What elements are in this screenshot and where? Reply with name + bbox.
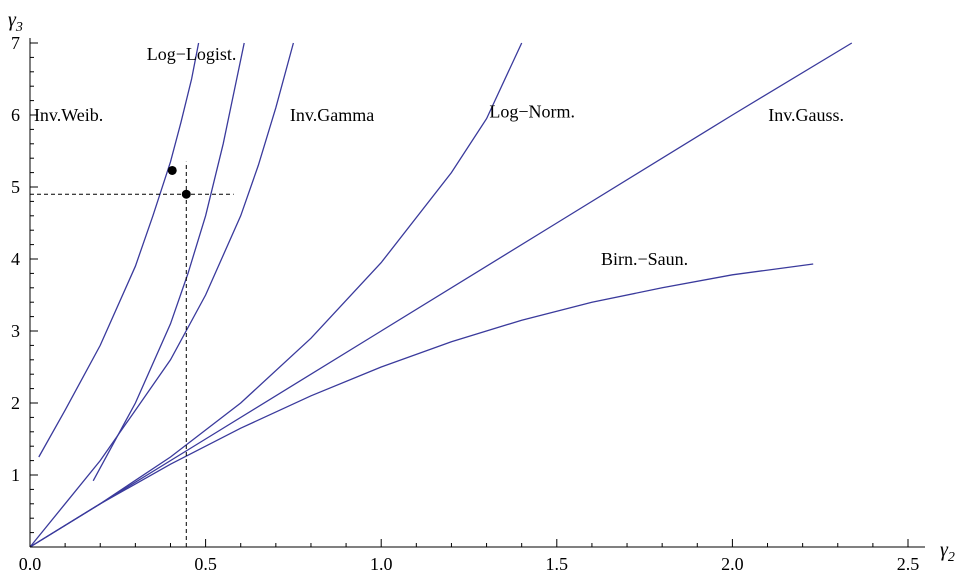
x-tick-label: 0.0: [19, 554, 42, 574]
curve-inv-gamma: [29, 42, 295, 548]
curve-log-norm: [29, 42, 523, 548]
data-point-1: [167, 165, 177, 175]
label-inv-gauss: Inv.Gauss.: [768, 105, 844, 125]
y-tick-label: 7: [11, 33, 20, 53]
x-tick-label: 1.0: [370, 554, 393, 574]
x-tick-label: 1.5: [546, 554, 569, 574]
y-axis-title-sub: 3: [15, 20, 23, 35]
y-tick-label: 5: [11, 177, 20, 197]
x-axis-title-main: γ: [940, 539, 949, 561]
y-tick-label: 4: [11, 249, 20, 269]
x-axis-title-sub: 2: [948, 550, 955, 565]
curve-inv-weib: [38, 42, 200, 458]
x-tick-label: 2.0: [721, 554, 744, 574]
points-group: [167, 165, 191, 199]
label-inv-weib: Inv.Weib.: [34, 105, 103, 125]
y-tick-label: 6: [11, 105, 20, 125]
y-tick-label: 3: [11, 321, 20, 341]
x-tick-label: 0.5: [194, 554, 217, 574]
y-axis-title-main: γ: [8, 9, 17, 31]
curve-log-logist: [92, 42, 245, 482]
curve-inv-gauss: [29, 42, 853, 548]
curve-birn-saun: [29, 263, 814, 548]
data-point-2: [181, 189, 191, 199]
reference-lines-group: [30, 161, 234, 547]
y-tick-label: 2: [11, 393, 20, 413]
curve-labels-group: Inv.Weib. Log−Logist. Inv.Gamma Log−Norm. In…: [34, 44, 844, 269]
label-birn-saun: Birn.−Saun.: [601, 249, 688, 269]
label-inv-gamma: Inv.Gamma: [290, 105, 374, 125]
y-axis-title: γ3: [8, 9, 23, 35]
axes-group: 0.0 0.5 1.0 1.5 2.0 2.5 1 2 3 4 5 6 7: [11, 33, 925, 574]
x-tick-label: 2.5: [897, 554, 920, 574]
curves-group: [29, 42, 853, 548]
y-tick-label: 1: [11, 465, 20, 485]
label-log-logist: Log−Logist.: [147, 44, 237, 64]
label-log-norm: Log−Norm.: [489, 101, 575, 121]
x-axis-title: γ2: [940, 539, 955, 565]
